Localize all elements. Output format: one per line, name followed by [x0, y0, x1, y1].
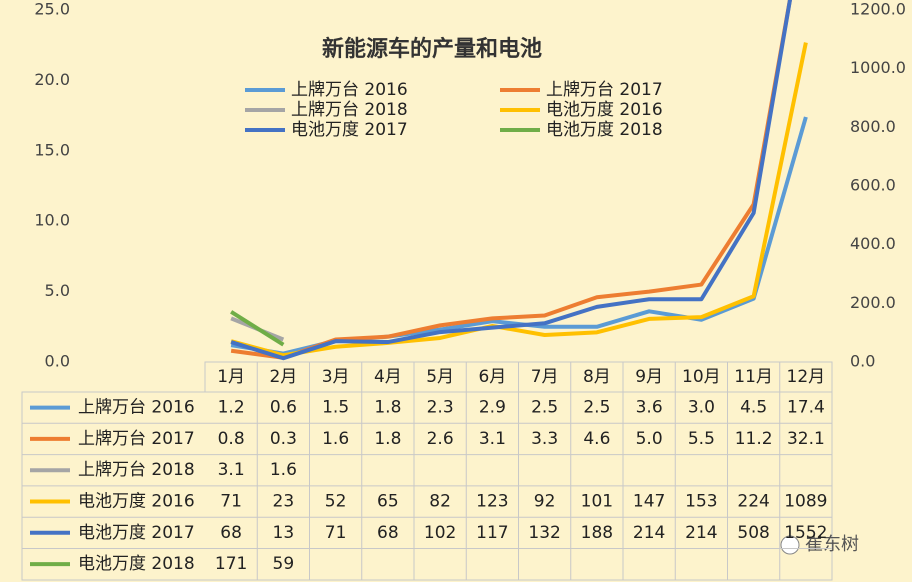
table-value: 101 — [581, 492, 613, 512]
table-value: 1.6 — [270, 460, 297, 480]
table-value: 153 — [685, 492, 717, 512]
table-value: 3.6 — [636, 398, 663, 418]
y2-tick-label: 400.0 — [850, 234, 896, 253]
table-row-label: 电池万度 2018 — [78, 554, 195, 574]
table-value: 82 — [429, 492, 451, 512]
table-value: 2.5 — [531, 398, 558, 418]
table-value: 3.1 — [218, 460, 245, 480]
y-tick-label: 5.0 — [45, 281, 70, 300]
x-tick-label: 3月 — [322, 367, 350, 387]
x-tick-label: 11月 — [734, 367, 773, 387]
table-value: 1.6 — [322, 429, 349, 449]
y2-tick-label: 600.0 — [850, 176, 896, 195]
table-value: 11.2 — [735, 429, 773, 449]
table-value: 0.3 — [270, 429, 297, 449]
series-line — [230, 310, 285, 347]
y-tick-label: 20.0 — [34, 70, 70, 89]
table-value: 32.1 — [787, 429, 825, 449]
legend-label: 上牌万台 2016 — [291, 80, 408, 100]
table-value: 123 — [476, 492, 508, 512]
table-value: 1.8 — [374, 429, 401, 449]
table-row-label: 电池万度 2017 — [78, 523, 195, 543]
table-value: 1.8 — [374, 398, 401, 418]
table-value: 68 — [377, 523, 399, 543]
y-tick-label: 10.0 — [34, 211, 70, 230]
y2-tick-label: 800.0 — [850, 117, 896, 136]
table-value: 3.0 — [688, 398, 715, 418]
y-tick-label: 25.0 — [34, 0, 70, 19]
legend-label: 电池万度 2016 — [546, 100, 663, 120]
table-value: 171 — [215, 554, 247, 574]
table-row-label: 电池万度 2016 — [78, 492, 195, 512]
x-tick-label: 8月 — [583, 367, 611, 387]
y2-tick-label: 0.0 — [850, 352, 875, 371]
table-value: 0.8 — [218, 429, 245, 449]
x-tick-label: 10月 — [682, 367, 721, 387]
table-value: 214 — [633, 523, 665, 543]
chart-title: 新能源车的产量和电池 — [322, 36, 542, 62]
table-value: 52 — [325, 492, 347, 512]
x-tick-label: 5月 — [426, 367, 454, 387]
y-tick-label: 15.0 — [34, 140, 70, 159]
legend-label: 上牌万台 2017 — [546, 80, 663, 100]
table-value: 188 — [581, 523, 613, 543]
legend-label: 电池万度 2017 — [291, 120, 408, 140]
table-value: 5.5 — [688, 429, 715, 449]
table-value: 71 — [220, 492, 242, 512]
table-value: 117 — [476, 523, 508, 543]
x-tick-label: 2月 — [269, 367, 297, 387]
x-tick-label: 6月 — [478, 367, 506, 387]
y2-tick-label: 1200.0 — [850, 0, 906, 19]
x-tick-label: 1月 — [217, 367, 245, 387]
table-value: 2.3 — [427, 398, 454, 418]
table-row-label: 上牌万台 2018 — [78, 460, 195, 480]
table-value: 102 — [424, 523, 456, 543]
table-value: 224 — [737, 492, 769, 512]
y2-tick-label: 1000.0 — [850, 58, 906, 77]
table-value: 13 — [273, 523, 295, 543]
table-value: 5.0 — [636, 429, 663, 449]
table-value: 1089 — [784, 492, 827, 512]
table-value: 132 — [528, 523, 560, 543]
watermark: 崔东树 — [805, 534, 859, 555]
legend-label: 电池万度 2018 — [546, 120, 663, 140]
x-tick-label: 9月 — [635, 367, 663, 387]
table-value: 1.5 — [322, 398, 349, 418]
x-tick-label: 12月 — [787, 367, 826, 387]
table-value: 147 — [633, 492, 665, 512]
table-value: 3.1 — [479, 429, 506, 449]
table-value: 214 — [685, 523, 717, 543]
table-value: 2.9 — [479, 398, 506, 418]
table-value: 59 — [273, 554, 295, 574]
series-line — [230, 42, 808, 358]
table-value: 2.6 — [427, 429, 454, 449]
table-value: 65 — [377, 492, 399, 512]
watermark-icon — [780, 535, 800, 555]
table-value: 4.5 — [740, 398, 767, 418]
table-value: 71 — [325, 523, 347, 543]
x-tick-label: 7月 — [531, 367, 559, 387]
table-value: 17.4 — [787, 398, 825, 418]
table-value: 23 — [273, 492, 295, 512]
table-value: 1.2 — [218, 398, 245, 418]
table-value: 0.6 — [270, 398, 297, 418]
series-line — [230, 0, 792, 361]
table-row-label: 上牌万台 2017 — [78, 429, 195, 449]
y-tick-label: 0.0 — [45, 352, 70, 371]
table-value: 1552 — [784, 523, 827, 543]
x-tick-label: 4月 — [374, 367, 402, 387]
y2-tick-label: 200.0 — [850, 293, 896, 312]
table-value: 92 — [534, 492, 556, 512]
table-row-label: 上牌万台 2016 — [78, 398, 195, 418]
table-value: 2.5 — [583, 398, 610, 418]
table-value: 3.3 — [531, 429, 558, 449]
table-value: 68 — [220, 523, 242, 543]
table-value: 4.6 — [583, 429, 610, 449]
legend-label: 上牌万台 2018 — [291, 100, 408, 120]
table-value: 508 — [737, 523, 769, 543]
